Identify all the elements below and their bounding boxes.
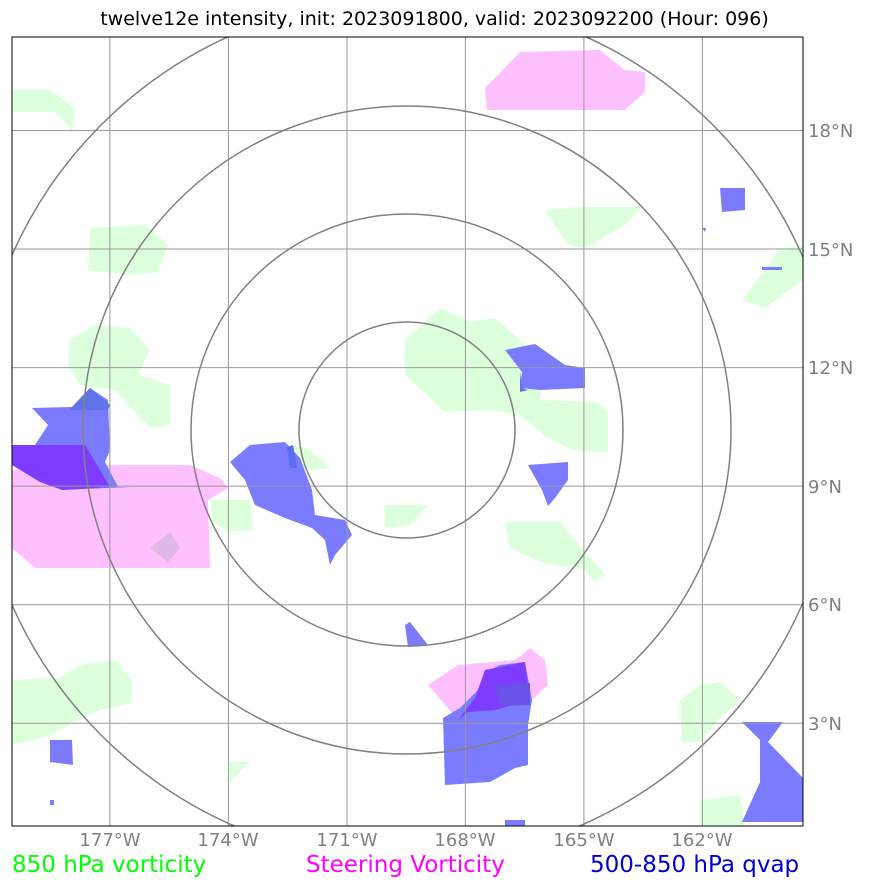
lon-label: 168°W (434, 830, 495, 851)
qvap-area (50, 740, 73, 765)
qvap-area (405, 622, 428, 647)
qvap-area (230, 442, 352, 565)
lat-label: 6°N (808, 595, 842, 616)
map-title: twelve12e intensity, init: 2023091800, v… (100, 8, 769, 30)
steering-area (485, 50, 645, 110)
lat-label: 15°N (808, 240, 853, 261)
vort850-area (545, 207, 642, 248)
qvap-area (50, 800, 54, 805)
range-rings (12, 37, 803, 826)
qvap-area (702, 228, 706, 232)
lon-label: 171°W (316, 830, 377, 851)
overlap-area (495, 683, 530, 706)
overlap-area (458, 662, 530, 720)
lon-label: 162°W (671, 830, 732, 851)
plot-frame (11, 36, 804, 827)
qvap-area (505, 344, 585, 390)
range-ring (298, 321, 516, 539)
lon-label: 177°W (79, 830, 140, 851)
latitude-labels: 18°N 15°N 12°N 9°N 6°N 3°N (808, 121, 853, 735)
overlap-area (287, 445, 297, 468)
qvap-area (505, 820, 525, 826)
steering-area (150, 532, 180, 562)
vort850-area (210, 500, 253, 532)
lon-label: 165°W (553, 830, 614, 851)
gridlines (12, 37, 803, 826)
legend-qvap: 500-850 hPa qvap (590, 852, 800, 878)
vort850-area (385, 505, 428, 528)
qvap-area (762, 267, 782, 270)
overlap-area (12, 445, 110, 490)
vort850-area (680, 682, 740, 742)
range-ring (190, 213, 624, 647)
lat-label: 12°N (808, 358, 853, 379)
vort850-area (405, 308, 608, 452)
vort850-area (742, 245, 803, 308)
longitude-labels: 177°W 174°W 171°W 168°W 165°W 162°W (79, 830, 732, 851)
vort850-area (12, 90, 75, 130)
overlap-areas (12, 372, 530, 720)
range-ring (12, 37, 803, 826)
qvap-area (720, 188, 745, 212)
vort850-area (700, 795, 745, 825)
lon-label: 174°W (197, 830, 258, 851)
legend-vorticity-850: 850 hPa vorticity (12, 852, 207, 878)
qvap-area (528, 462, 568, 506)
overlap-area (520, 372, 528, 392)
vort850-area (228, 762, 250, 783)
qvap-area (742, 722, 803, 822)
lat-label: 18°N (808, 121, 853, 142)
overlap-area (70, 388, 110, 410)
legend-steering-vorticity: Steering Vorticity (306, 852, 505, 878)
vorticity-850-areas (12, 90, 803, 825)
vort850-area (88, 225, 168, 275)
range-ring (82, 105, 732, 755)
vort850-area (505, 522, 605, 582)
lat-label: 3°N (808, 714, 842, 735)
lat-label: 9°N (808, 477, 842, 498)
